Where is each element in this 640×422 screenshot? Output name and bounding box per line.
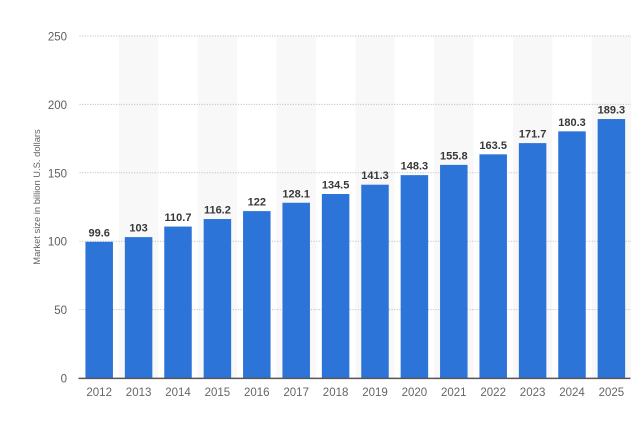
svg-text:189.3: 189.3: [598, 105, 626, 117]
svg-text:148.3: 148.3: [401, 161, 429, 173]
svg-text:2024: 2024: [559, 387, 585, 399]
svg-text:180.3: 180.3: [558, 117, 586, 129]
svg-text:163.5: 163.5: [479, 140, 507, 152]
svg-text:150: 150: [48, 168, 67, 180]
svg-text:134.5: 134.5: [322, 180, 350, 192]
svg-text:2021: 2021: [441, 387, 467, 399]
svg-text:2018: 2018: [323, 387, 349, 399]
svg-text:2022: 2022: [480, 387, 506, 399]
svg-text:2013: 2013: [126, 387, 152, 399]
svg-text:2014: 2014: [165, 387, 191, 399]
svg-text:2020: 2020: [402, 387, 428, 399]
svg-text:155.8: 155.8: [440, 150, 468, 162]
svg-text:0: 0: [61, 374, 67, 386]
svg-text:2012: 2012: [86, 387, 112, 399]
svg-text:Market size in billion U.S. do: Market size in billion U.S. dollars: [31, 129, 42, 265]
svg-text:128.1: 128.1: [282, 188, 310, 200]
svg-text:103: 103: [129, 223, 147, 235]
svg-text:122: 122: [248, 197, 266, 209]
svg-text:2015: 2015: [205, 387, 231, 399]
svg-text:2019: 2019: [362, 387, 388, 399]
svg-text:250: 250: [48, 32, 67, 44]
svg-text:2025: 2025: [599, 387, 625, 399]
svg-text:2017: 2017: [283, 387, 309, 399]
svg-text:99.6: 99.6: [88, 227, 109, 239]
svg-text:171.7: 171.7: [519, 129, 547, 141]
svg-text:116.2: 116.2: [204, 205, 231, 217]
svg-text:110.7: 110.7: [165, 212, 192, 224]
svg-text:50: 50: [54, 305, 67, 317]
svg-text:2016: 2016: [244, 387, 270, 399]
svg-text:2023: 2023: [520, 387, 546, 399]
svg-text:141.3: 141.3: [361, 170, 389, 182]
svg-text:100: 100: [48, 237, 67, 249]
svg-text:200: 200: [48, 100, 67, 112]
